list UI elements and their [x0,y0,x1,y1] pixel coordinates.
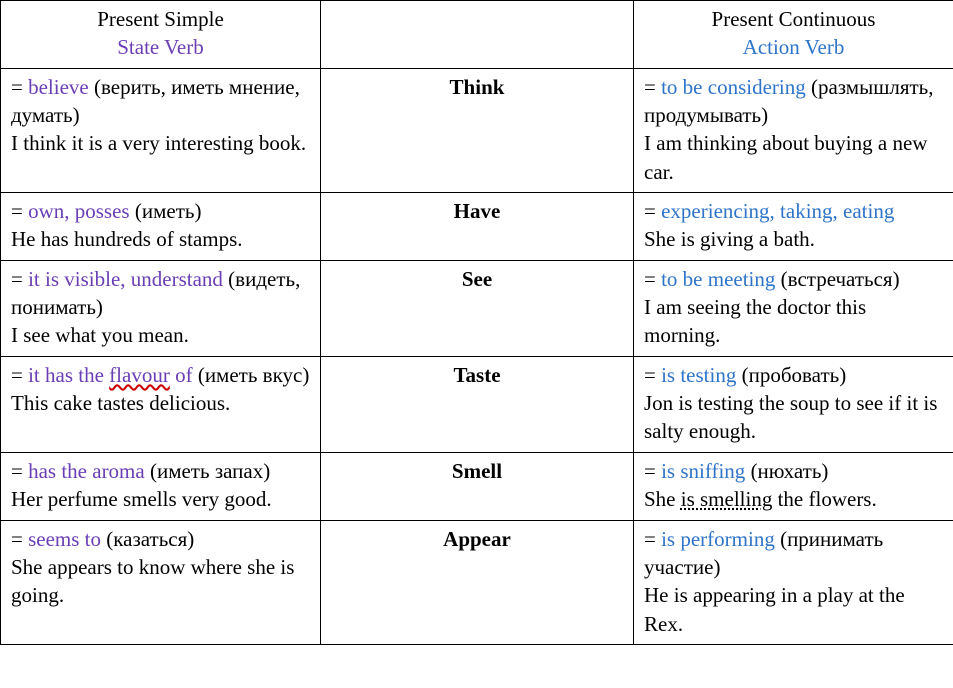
state-example: He has hundreds of stamps. [11,227,243,251]
table-row: = it has the flavour of (иметь вкус) Thi… [1,356,953,452]
state-cell: = own, posses (иметь) He has hundreds of… [1,193,321,261]
action-term: is testing [661,363,736,387]
header-left: Present Simple State Verb [1,1,321,69]
state-paren: (казаться) [101,527,194,551]
action-paren: (встречаться) [775,267,899,291]
action-example: I am seeing the doctor this morning. [644,295,866,347]
action-term: to be meeting [661,267,775,291]
action-cell: = to be meeting (встречаться) I am seein… [634,260,953,356]
action-example-pre: She [644,487,681,511]
verb-comparison-table: Present Simple State Verb Present Contin… [0,0,953,645]
state-example: She appears to know where she is going. [11,555,294,607]
action-paren: (нюхать) [745,459,828,483]
eq: = [11,527,28,551]
state-cell: = it is visible, understand (видеть, пон… [1,260,321,356]
eq: = [644,363,661,387]
action-cell: = to be considering (размышлять, продумы… [634,68,953,192]
eq: = [11,363,28,387]
eq: = [644,199,661,223]
state-cell: = seems to (казаться) She appears to kno… [1,520,321,644]
table-row: = own, posses (иметь) He has hundreds of… [1,193,953,261]
state-example: This cake tastes delicious. [11,391,230,415]
eq: = [11,75,28,99]
action-term: experiencing, taking, eating [661,199,894,223]
action-cell: = is testing (пробовать) Jon is testing … [634,356,953,452]
table-row: = believe (верить, иметь мнение, думать)… [1,68,953,192]
action-cell: = is sniffing (нюхать) She is smelling t… [634,452,953,520]
state-term-pre: it has the [28,363,109,387]
verb-cell: See [321,260,634,356]
action-term: is performing [661,527,775,551]
state-term: believe [28,75,89,99]
header-left-sub: State Verb [117,35,204,59]
action-example: I am thinking about buying a new car. [644,131,927,183]
action-example: He is appearing in a play at the Rex. [644,583,905,635]
eq: = [11,199,28,223]
state-paren: (иметь запах) [145,459,271,483]
state-cell: = has the aroma (иметь запах) Her perfum… [1,452,321,520]
state-term: has the aroma [28,459,145,483]
action-example: Jon is testing the soup to see if it is … [644,391,937,443]
state-example: Her perfume smells very good. [11,487,272,511]
state-paren: (иметь вкус) [193,363,310,387]
eq: = [11,459,28,483]
eq: = [644,527,661,551]
header-middle [321,1,634,69]
verb-cell: Think [321,68,634,192]
verb-cell: Taste [321,356,634,452]
verb-cell: Smell [321,452,634,520]
action-example-post: the flowers. [772,487,876,511]
eq: = [644,459,661,483]
eq: = [644,75,661,99]
action-cell: = experiencing, taking, eating She is gi… [634,193,953,261]
header-right-title: Present Continuous [712,7,876,31]
state-term-post: of [170,363,193,387]
action-paren: (пробовать) [736,363,846,387]
state-term: it is visible, understand [28,267,223,291]
state-term: own, posses [28,199,130,223]
state-term-wavy: flavour [109,363,170,387]
state-cell: = it has the flavour of (иметь вкус) Thi… [1,356,321,452]
action-term: is sniffing [661,459,745,483]
action-example: She is smelling the flowers. [644,487,877,511]
state-example: I think it is a very interesting book. [11,131,306,155]
header-right: Present Continuous Action Verb [634,1,953,69]
table-row: = has the aroma (иметь запах) Her perfum… [1,452,953,520]
verb-cell: Have [321,193,634,261]
action-term: to be considering [661,75,806,99]
state-example: I see what you mean. [11,323,189,347]
state-paren: (иметь) [130,199,202,223]
eq: = [11,267,28,291]
header-right-sub: Action Verb [743,35,845,59]
eq: = [644,267,661,291]
verb-cell: Appear [321,520,634,644]
table-row: = it is visible, understand (видеть, пон… [1,260,953,356]
action-example: She is giving a bath. [644,227,815,251]
table-row: = seems to (казаться) She appears to kno… [1,520,953,644]
table-header-row: Present Simple State Verb Present Contin… [1,1,953,69]
state-term: it has the flavour of [28,363,192,387]
header-left-title: Present Simple [97,7,224,31]
action-example-dotted: is smelling [681,487,773,511]
state-term: seems to [28,527,101,551]
state-cell: = believe (верить, иметь мнение, думать)… [1,68,321,192]
action-cell: = is performing (принимать участие) He i… [634,520,953,644]
